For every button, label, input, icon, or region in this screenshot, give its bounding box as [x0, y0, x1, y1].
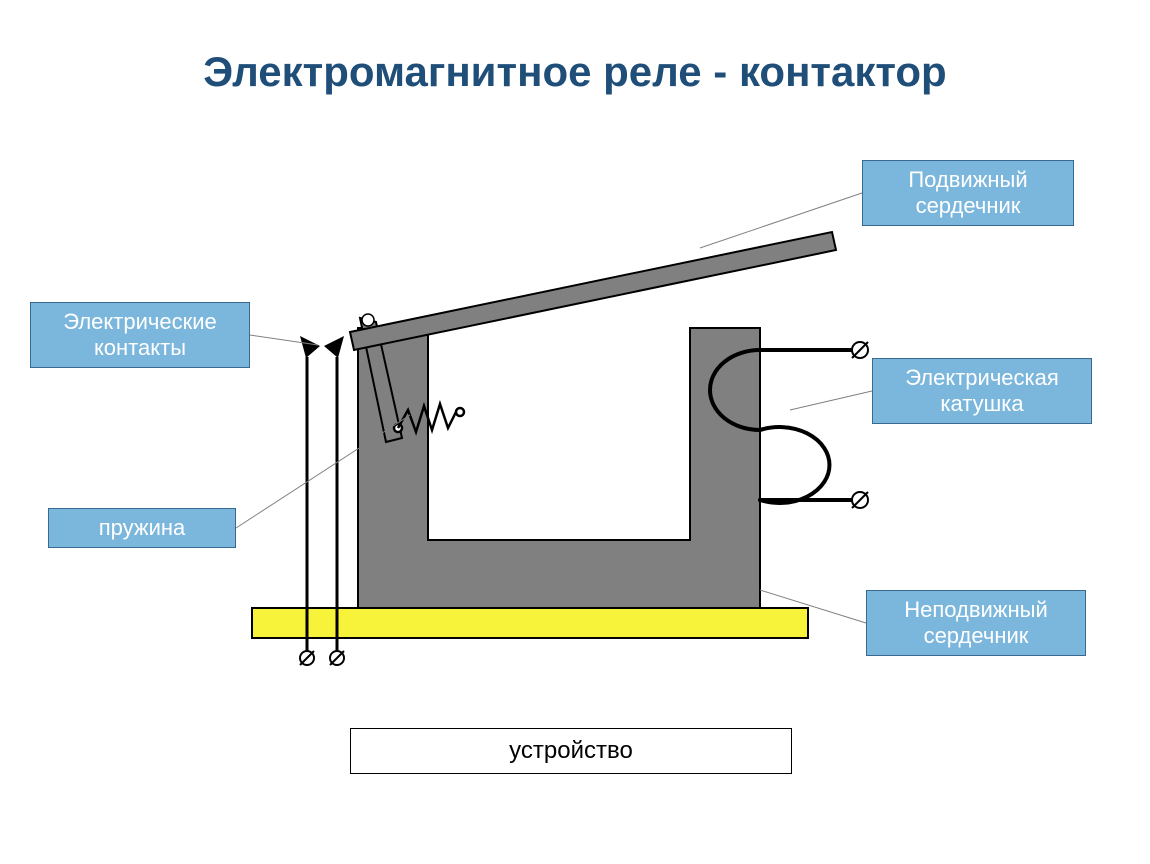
- label-fixed-core: Неподвижныйсердечник: [866, 590, 1086, 656]
- contact-tri-left: [300, 336, 320, 358]
- contact-tri-right: [324, 336, 344, 358]
- label-text: Электрическиеконтакты: [63, 309, 216, 362]
- armature-hinge: [362, 314, 374, 326]
- coil-terminals: [852, 342, 868, 508]
- label-text: Электрическаякатушка: [905, 365, 1059, 418]
- caption-text: устройство: [509, 737, 633, 765]
- diagram-stage: Электромагнитное реле - контактор: [0, 0, 1150, 864]
- caption-box: устройство: [350, 728, 792, 774]
- label-contacts: Электрическиеконтакты: [30, 302, 250, 368]
- base-plate: [252, 608, 808, 638]
- label-text: пружина: [99, 515, 186, 541]
- label-movable-core: Подвижныйсердечник: [862, 160, 1074, 226]
- label-spring: пружина: [48, 508, 236, 548]
- label-text: Неподвижныйсердечник: [904, 597, 1048, 650]
- label-text: Подвижныйсердечник: [908, 167, 1027, 220]
- contact-terminals: [300, 651, 344, 665]
- armature-bar: [350, 232, 836, 350]
- fixed-core-shape: [358, 328, 760, 608]
- label-coil: Электрическаякатушка: [872, 358, 1092, 424]
